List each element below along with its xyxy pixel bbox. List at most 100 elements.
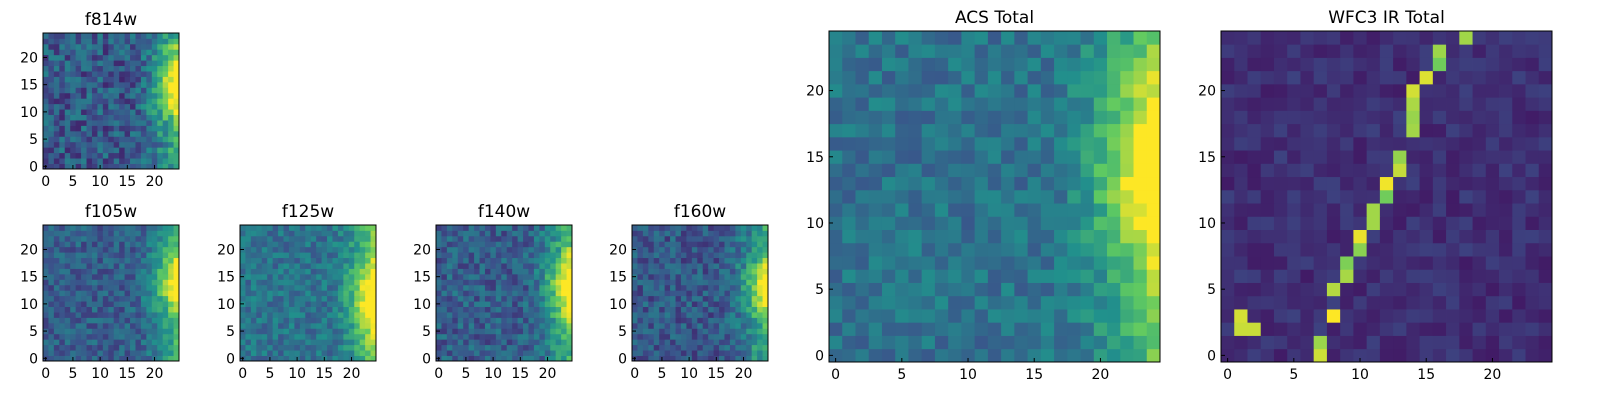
heatmap-cell <box>544 268 551 275</box>
heatmap-cell <box>539 350 546 356</box>
heatmap-cell <box>283 301 290 307</box>
heatmap-cell <box>86 257 93 264</box>
heatmap-cell <box>702 328 709 335</box>
heatmap-cell <box>512 246 518 253</box>
heatmap-cell <box>310 339 317 346</box>
heatmap-cell <box>108 290 115 297</box>
heatmap-cell <box>278 355 284 362</box>
heatmap-cell <box>648 344 655 351</box>
heatmap-cell <box>1512 97 1526 111</box>
heatmap-cell <box>697 328 704 335</box>
heatmap-cell <box>1080 70 1095 85</box>
heatmap-cell <box>855 123 870 138</box>
heatmap-cell <box>446 279 453 286</box>
heatmap-cell <box>261 290 268 297</box>
heatmap-cell <box>43 284 49 291</box>
heatmap-cell <box>468 295 475 302</box>
heatmap-cell <box>168 163 174 170</box>
heatmap-cell <box>561 355 567 362</box>
heatmap-cell <box>272 328 279 335</box>
heatmap-cell <box>908 163 923 178</box>
heatmap-cell <box>463 290 470 297</box>
heatmap-cell <box>261 355 268 362</box>
heatmap-cell <box>664 306 671 313</box>
heatmap-cell <box>124 114 131 121</box>
heatmap-cell <box>1014 335 1028 350</box>
heatmap-cell <box>757 312 763 318</box>
heatmap-cell <box>637 290 644 297</box>
heatmap-cell <box>550 263 557 269</box>
heatmap-cell <box>1538 189 1553 204</box>
heatmap-cell <box>948 189 962 204</box>
heatmap-cell <box>168 141 174 148</box>
heatmap-cell <box>948 295 962 310</box>
heatmap-cell <box>146 81 153 88</box>
heatmap-cell <box>359 241 366 248</box>
heatmap-cell <box>1366 256 1381 270</box>
heatmap-cell <box>868 295 883 310</box>
heatmap-cell <box>740 328 747 335</box>
heatmap-cell <box>124 273 131 280</box>
heatmap-cell <box>452 350 459 356</box>
heatmap-cell <box>653 328 660 335</box>
heatmap-cell <box>151 230 158 237</box>
heatmap-cell <box>637 241 644 248</box>
heatmap-cell <box>517 306 524 313</box>
heatmap-cell <box>108 65 115 72</box>
heatmap-cell <box>664 235 671 242</box>
heatmap-cell <box>1260 97 1275 111</box>
heatmap-cell <box>1499 242 1513 257</box>
heatmap-cell <box>713 257 720 264</box>
heatmap-cell <box>1379 256 1394 270</box>
heatmap-cell <box>653 295 660 302</box>
heatmap-cell <box>686 241 693 248</box>
heatmap-cell <box>64 355 71 362</box>
heatmap-cell <box>533 333 540 340</box>
heatmap-cell <box>1446 269 1460 283</box>
heatmap-cell <box>1538 335 1553 350</box>
heatmap-cell <box>1080 348 1095 363</box>
heatmap-cell <box>1093 282 1108 297</box>
heatmap-cell <box>1406 256 1420 270</box>
heatmap-cell <box>533 301 540 307</box>
heatmap-cell <box>75 279 82 286</box>
heatmap-cell <box>1393 295 1407 310</box>
heatmap-cell <box>91 87 98 94</box>
heatmap-cell <box>468 284 475 291</box>
heatmap-cell <box>146 355 153 362</box>
heatmap-cell <box>140 130 147 137</box>
heatmap-cell <box>283 350 290 356</box>
heatmap-cell <box>124 317 131 324</box>
heatmap-cell <box>305 344 312 351</box>
heatmap-cell <box>987 150 1002 164</box>
heatmap-cell <box>1133 97 1148 111</box>
heatmap-cell <box>343 350 350 356</box>
heatmap-cell <box>370 306 377 313</box>
heatmap-cell <box>550 284 557 291</box>
heatmap-cell <box>675 350 682 356</box>
heatmap-cell <box>474 268 480 275</box>
heatmap-cell <box>1300 97 1315 111</box>
heatmap-cell <box>842 348 856 363</box>
heatmap-cell <box>81 290 87 297</box>
heatmap-cell <box>310 350 317 356</box>
heatmap-cell <box>288 246 295 253</box>
heatmap-cell <box>140 65 147 72</box>
heatmap-cell <box>43 317 49 324</box>
heatmap-cell <box>272 263 279 269</box>
heatmap-cell <box>97 103 104 110</box>
heatmap-cell <box>974 322 989 336</box>
heatmap-cell <box>283 225 290 231</box>
heatmap-cell <box>881 176 896 191</box>
heatmap-cell <box>327 284 333 291</box>
heatmap-cell <box>278 235 284 242</box>
heatmap-cell <box>948 216 962 230</box>
heatmap-cell <box>245 241 252 248</box>
y-tick-label: 5 <box>29 324 38 340</box>
heatmap-cell <box>1014 203 1028 217</box>
heatmap-cell <box>523 350 529 356</box>
heatmap-cell <box>283 273 290 280</box>
heatmap-cell <box>173 268 180 275</box>
heatmap-cell <box>762 284 769 291</box>
heatmap-cell <box>1247 150 1262 164</box>
